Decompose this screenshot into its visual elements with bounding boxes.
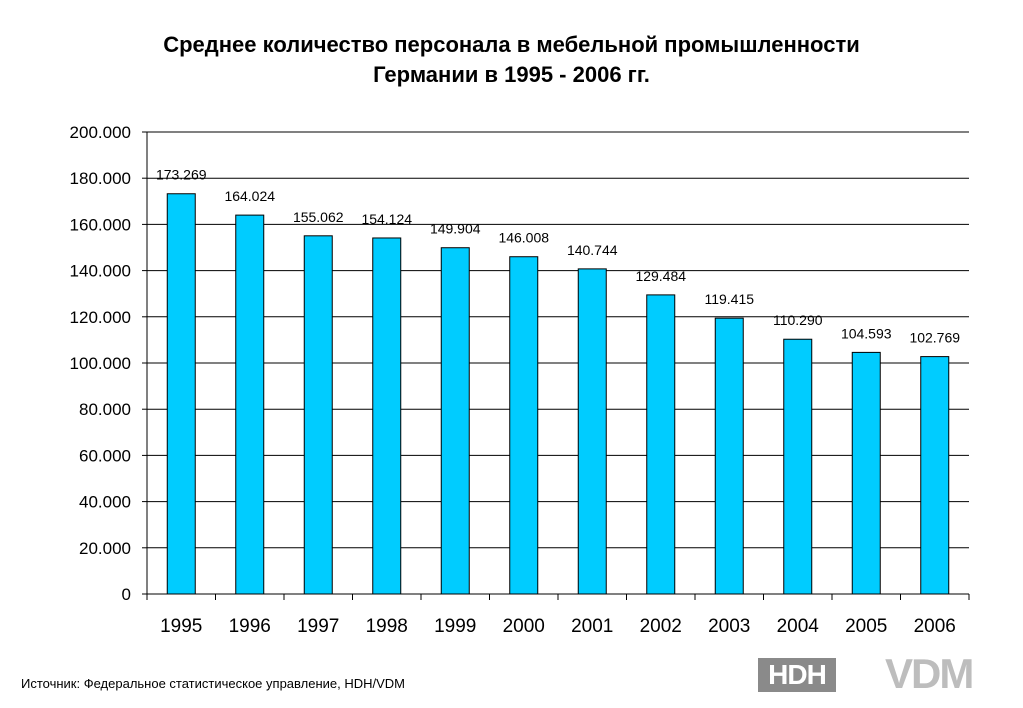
- bar-2001: [577, 268, 607, 595]
- y-tick-label: 160.000: [70, 215, 131, 234]
- data-label-1999: 149.904: [430, 221, 481, 237]
- x-tick-label-2004: 2004: [777, 616, 820, 637]
- y-tick-label: 20.000: [79, 539, 131, 558]
- y-tick-label: 60.000: [79, 446, 131, 465]
- x-tick-label-2000: 2000: [503, 616, 545, 637]
- data-label-1997: 155.062: [293, 209, 344, 225]
- data-label-2003: 119.415: [704, 291, 754, 307]
- bar-2003: [714, 317, 744, 595]
- data-label-2000: 146.008: [498, 230, 549, 246]
- y-tick-label: 200.000: [70, 123, 131, 142]
- x-tick-label-2002: 2002: [640, 616, 682, 637]
- y-tick-label: 0: [122, 585, 131, 604]
- y-tick-label: 40.000: [79, 493, 131, 512]
- source-note: Источник: Федеральное статистическое упр…: [21, 676, 406, 691]
- x-tick-label-1998: 1998: [366, 616, 408, 637]
- y-tick-label: 140.000: [70, 262, 131, 281]
- bar-1995: [166, 193, 196, 595]
- x-tick-label-2001: 2001: [571, 616, 613, 637]
- bar-2005: [851, 351, 881, 595]
- y-tick-label: 100.000: [70, 354, 131, 373]
- data-label-2005: 104.593: [841, 325, 892, 341]
- x-tick-label-1996: 1996: [229, 616, 271, 637]
- x-tick-label-2006: 2006: [914, 616, 956, 637]
- x-tick-label-1997: 1997: [297, 616, 339, 637]
- hdh-logo: HDH: [758, 658, 836, 692]
- bar-1996: [235, 214, 265, 595]
- data-label-2002: 129.484: [635, 268, 686, 284]
- data-label-1995: 173.269: [156, 167, 207, 183]
- y-tick-label: 180.000: [70, 169, 131, 188]
- data-label-2004: 110.290: [773, 312, 823, 328]
- x-tick-label-2005: 2005: [845, 616, 887, 637]
- data-label-2006: 102.769: [909, 330, 960, 346]
- chart-title-line-2: Германии в 1995 - 2006 гг.: [373, 62, 650, 87]
- bar-2002: [646, 294, 676, 595]
- x-tick-label-1995: 1995: [160, 616, 202, 637]
- vdm-logo: VDM: [885, 650, 974, 697]
- y-tick-label: 80.000: [79, 400, 131, 419]
- bar-2006: [920, 356, 950, 595]
- bar-1997: [303, 235, 333, 595]
- chart-title-line-1: Среднее количество персонала в мебельной…: [163, 32, 860, 57]
- bar-1999: [440, 247, 470, 595]
- y-tick-label: 120.000: [70, 308, 131, 327]
- x-tick-label-2003: 2003: [708, 616, 750, 637]
- data-label-1998: 154.124: [361, 211, 412, 227]
- bar-1998: [372, 237, 402, 595]
- chart-title: Среднее количество персонала в мебельной…: [0, 30, 1023, 90]
- x-tick-label-1999: 1999: [434, 616, 476, 637]
- bar-2004: [783, 338, 813, 595]
- data-label-1996: 164.024: [224, 188, 275, 204]
- bar-2000: [509, 256, 539, 595]
- data-label-2001: 140.744: [567, 242, 618, 258]
